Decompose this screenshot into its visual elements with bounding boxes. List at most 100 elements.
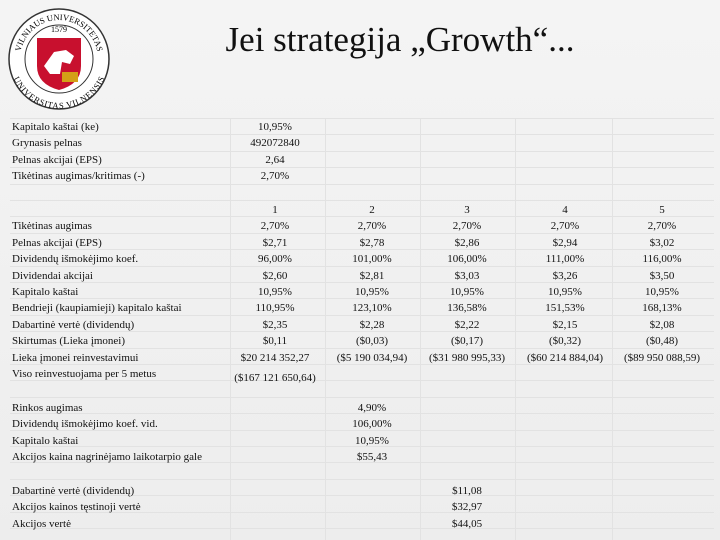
grid-line [10, 528, 714, 529]
grid-line [10, 429, 714, 431]
row-label: Akcijos kaina nagrinėjamo laikotarpio ga… [12, 451, 202, 464]
cell-value: $2,78 [359, 236, 385, 249]
cell-value: 96,00% [258, 253, 292, 266]
column-header: 5 [659, 204, 665, 216]
cell-value: $32,97 [451, 501, 483, 514]
cell-value: $55,43 [356, 451, 388, 464]
row-label: Kapitalo kaštai [12, 286, 79, 298]
grid-line [10, 314, 714, 316]
cell-value: 10,95% [355, 286, 389, 298]
cell-value: $3,26 [552, 269, 578, 282]
cell-value: 151,53% [545, 302, 585, 315]
cell-value: 2,70% [260, 220, 290, 233]
row-label: Dividendai akcijai [12, 269, 93, 282]
grid-line [10, 511, 714, 513]
grid-line [10, 183, 714, 185]
grid-line [515, 118, 516, 540]
grid-line [10, 396, 714, 398]
cell-value: 10,95% [355, 434, 389, 447]
cell-value: $44,05 [451, 517, 483, 530]
logo-year: 1579 [51, 25, 67, 34]
cell-value: $2,71 [262, 236, 288, 249]
cell-value: ($60 214 884,04) [526, 351, 604, 364]
cell-value: $2,28 [359, 318, 385, 331]
cell-value: $20 214 352,27 [240, 351, 310, 364]
cell-value: $3,02 [649, 236, 675, 249]
cell-value: $3,03 [454, 269, 480, 282]
row-label: Lieka įmonei reinvestavimui [12, 351, 139, 364]
row-label: Rinkos augimas [12, 402, 83, 414]
row-label: Bendrieji (kaupiamieji) kapitalo kaštai [12, 302, 182, 315]
cell-value: 2,70% [357, 220, 387, 233]
grid-line [325, 118, 326, 540]
grid-line [10, 298, 714, 300]
cell-value: 2,64 [265, 153, 285, 166]
grid-line [10, 200, 714, 201]
logo-book [62, 72, 78, 82]
grid-line [10, 216, 714, 218]
cell-value: 111,00% [545, 253, 585, 266]
column-header: 1 [272, 204, 278, 216]
cell-value: ($0,48) [645, 335, 679, 348]
row-label: Akcijos kainos tęstinoji vertė [12, 501, 141, 514]
row-label: Pelnas akcijai (EPS) [12, 153, 102, 166]
logo-knight [44, 50, 74, 74]
cell-value: 10,95% [258, 121, 292, 133]
cell-value: 2,70% [452, 220, 482, 233]
grid-line [10, 232, 714, 234]
cell-value: $2,15 [552, 318, 578, 331]
grid-line [10, 118, 714, 119]
grid-line [10, 150, 714, 152]
grid-line [612, 118, 613, 540]
grid-line [10, 249, 714, 251]
cell-value: $2,22 [454, 318, 480, 331]
row-label: Tikėtinas augimas/kritimas (-) [12, 170, 145, 183]
cell-value: ($89 950 088,59) [623, 351, 701, 364]
grid-line [420, 118, 421, 540]
column-header: 2 [369, 204, 375, 216]
cell-value: ($0,03) [355, 335, 389, 348]
row-label: Akcijos vertė [12, 517, 71, 530]
row-label: Pelnas akcijai (EPS) [12, 236, 102, 249]
column-header: 3 [464, 204, 470, 216]
grid-line [10, 446, 714, 447]
grid-line [10, 413, 714, 415]
cell-value: ($167 121 650,64) [234, 372, 316, 384]
grid-line [10, 167, 714, 169]
row-label: Dabartinė vertė (dividendų) [12, 318, 135, 331]
grid-line [10, 364, 714, 365]
cell-value: 10,95% [548, 286, 582, 298]
cell-value: $2,81 [359, 269, 385, 282]
cell-value: ($31 980 995,33) [428, 351, 506, 364]
grid-line [10, 380, 714, 382]
row-label: Dabartinė vertė (dividendų) [12, 485, 135, 497]
cell-value: $2,60 [262, 269, 288, 282]
cell-value: 2,70% [260, 170, 290, 183]
cell-value: 10,95% [450, 286, 484, 298]
grid-line [10, 331, 714, 333]
cell-value: ($5 190 034,94) [336, 351, 408, 364]
cell-value: 106,00% [447, 253, 487, 266]
cell-value: 2,70% [550, 220, 580, 233]
cell-value: ($0,32) [548, 335, 582, 348]
cell-value: $2,94 [552, 236, 578, 249]
grid-line [10, 347, 714, 349]
cell-value: 10,95% [258, 286, 292, 298]
row-label: Kapitalo kaštai (ke) [12, 121, 99, 133]
cell-value: $11,08 [452, 485, 482, 497]
row-label: Tikėtinas augimas [12, 220, 92, 233]
row-label: Dividendų išmokėjimo koef. [12, 253, 139, 266]
cell-value: $2,86 [454, 236, 480, 249]
grid-line [10, 462, 714, 464]
grid-line [10, 265, 714, 267]
cell-value: 101,00% [352, 253, 392, 266]
title: Jei strategija „Growth“... [225, 20, 575, 59]
column-header: 4 [562, 204, 568, 216]
cell-value: 106,00% [352, 418, 392, 431]
row-label: Viso reinvestuojama per 5 metus [12, 368, 157, 380]
cell-value: 492072840 [250, 137, 300, 150]
grid-line [10, 478, 714, 480]
cell-value: $0,11 [262, 335, 288, 348]
cell-value: 123,10% [352, 302, 392, 315]
